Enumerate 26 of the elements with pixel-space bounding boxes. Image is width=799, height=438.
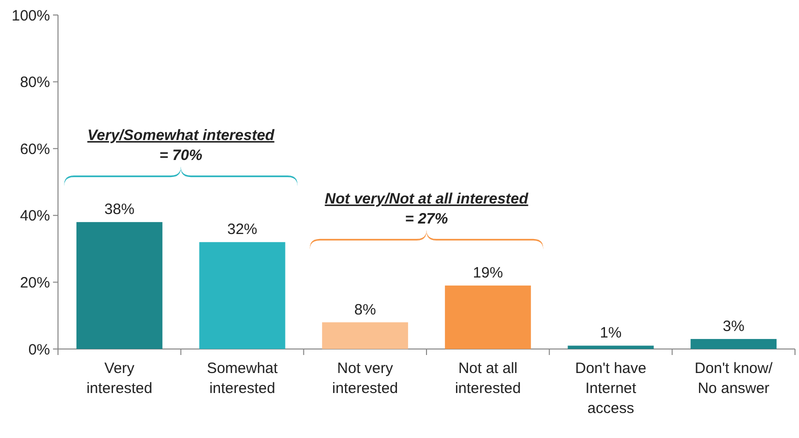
bar: [690, 338, 777, 349]
annotation: Not very/Not at all interested = 27%: [324, 190, 530, 228]
y-tick-label: 20%: [20, 274, 50, 292]
bar: [199, 242, 286, 349]
data-label: 38%: [104, 201, 134, 218]
y-tick-label: 80%: [20, 74, 50, 92]
data-label: 1%: [600, 324, 622, 342]
data-label: 8%: [354, 301, 376, 318]
x-tick-label: Don't know/ No answer: [694, 360, 774, 397]
y-tick-label: 60%: [20, 140, 50, 158]
x-tick-label: Don't have Internet access: [575, 360, 646, 417]
data-label: 19%: [472, 264, 503, 282]
x-tick-label: Not at all interested: [454, 360, 521, 397]
x-tick-label: Somewhat interested: [206, 360, 279, 397]
bar: [76, 222, 162, 349]
x-tick-label: Not very interested: [332, 360, 398, 397]
bar: [322, 322, 408, 349]
y-tick-label: 100%: [12, 7, 50, 24]
data-label: 32%: [227, 221, 258, 238]
bar: [568, 346, 654, 349]
data-label: 3%: [722, 318, 744, 335]
y-tick-label: 0%: [28, 341, 50, 358]
annotation: Very/Somewhat interested = 70%: [87, 127, 276, 164]
bar: [444, 286, 531, 349]
x-tick-label: Very interested: [86, 360, 152, 397]
y-tick-label: 40%: [20, 208, 50, 225]
